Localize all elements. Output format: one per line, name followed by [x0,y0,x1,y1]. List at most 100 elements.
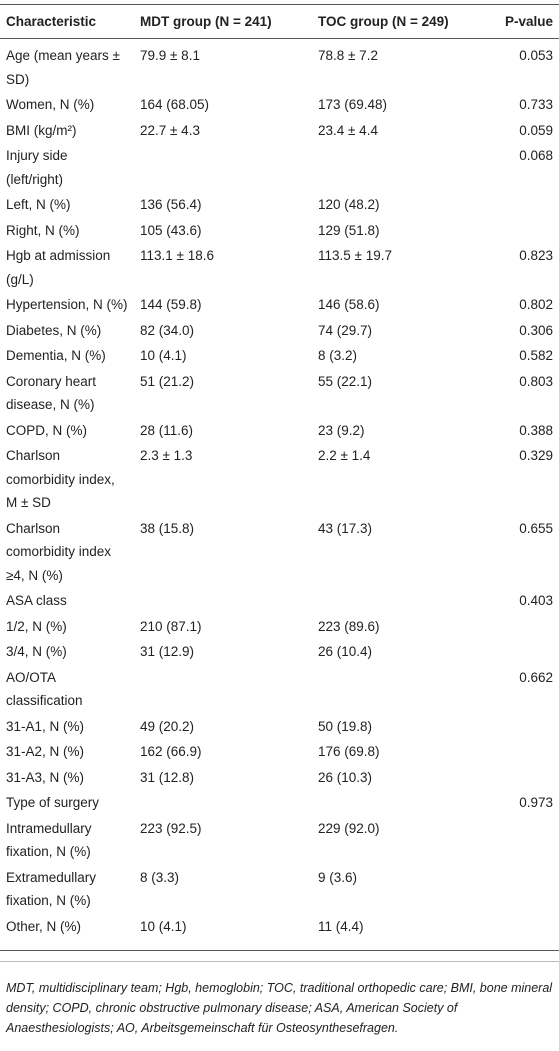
table-row: Hgb at admission (g/L) 113.1 ± 18.6 113.5 … [0,243,559,292]
table-row: 31-A3, N (%) 31 (12.8) 26 (10.3) [0,765,559,791]
table-cell [490,865,559,914]
table-row: Charlson comorbidity index ≥4, N (%) 38 (… [0,516,559,589]
table-row: Intramedullary fixation, N (%) 223 (92.5)… [0,816,559,865]
table-cell: 31-A3, N (%) [6,769,85,785]
table-cell: Diabetes, N (%) [6,322,102,338]
header-cell: Characteristic [0,4,134,39]
footnote: MDT, multidisciplinary team; Hgb, hemogl… [0,961,559,1038]
table-row: 31-A2, N (%) 162 (66.9) 176 (69.8) [0,739,559,765]
data-table: Characteristic MDT group (N = 241) TOC gro… [0,4,559,951]
table-cell: 31 (12.9) [140,644,195,659]
table-cell: 49 (20.2) [140,718,195,734]
table-cell [312,665,490,714]
table-row: 31-A1, N (%) 49 (20.2) 50 (19.8) [0,714,559,740]
table-cell: Type of surgery [6,795,100,810]
table-cell [490,816,559,865]
table-cell: Right, N (%) [6,222,80,238]
table-cell: 146 (58.6) [318,297,380,312]
table-cell [134,665,312,714]
table-row: Type of surgery 0.973 [0,790,559,816]
table-cell: COPD, N (%) [6,422,87,438]
table-cell: 1/2, N (%) [6,618,67,634]
table-cell [490,913,559,951]
table-cell: 31-A2, N (%) [6,744,85,759]
table-cell: 0.973 [519,795,553,810]
table-cell: 0.306 [519,322,553,338]
table-cell: 0.388 [519,422,553,438]
table-cell: 0.053 [519,48,553,63]
table-body: Age (mean years ± SD) 79.9 ± 8.1 78.8 ± 7.… [0,39,559,951]
table-cell: 50 (19.8) [318,718,373,734]
table-cell: 0.802 [519,297,553,312]
table-cell: 79.9 ± 8.1 [140,48,200,63]
header-cell: MDT group (N = 241) [134,4,312,39]
table-cell [134,143,312,192]
table-row: Extramedullary fixation, N (%) 8 (3.3) 9 (… [0,865,559,914]
table-cell [134,790,312,816]
table-row: Diabetes, N (%) 82 (34.0) 74 (29.7) 0.306 [0,318,559,344]
table-cell: 0.059 [519,122,553,138]
table-cell: 0.329 [519,448,553,463]
table-cell: 8 (3.3) [140,869,180,885]
table-cell: Left, N (%) [6,197,71,212]
table-row: BMI (kg/m²) 22.7 ± 4.3 23.4 ± 4.4 0.059 [0,118,559,144]
table-cell: Other, N (%) [0,913,134,951]
table-row: 1/2, N (%) 210 (87.1) 223 (89.6) [0,614,559,640]
table-cell: 0.582 [519,348,553,363]
table-cell: ASA class [6,593,67,608]
table-cell [490,639,559,665]
table-cell: Charlson comorbidity index ≥4, N (%) [6,520,112,583]
table-cell: Age (mean years ± SD) [6,48,120,87]
table-cell: 23 (9.2) [318,422,365,438]
table-cell: Coronary heart disease, N (%) [6,373,97,413]
table-cell [490,218,559,244]
table-cell: 22.7 ± 4.3 [140,122,200,138]
table-cell: BMI (kg/m²) [6,122,77,138]
table-row: Injury side (left/right) 0.068 [0,143,559,192]
table-cell [134,588,312,614]
table-cell: 173 (69.48) [318,97,388,112]
table-row: Age (mean years ± SD) 79.9 ± 8.1 78.8 ± 7.… [0,39,559,93]
table-cell: 0.733 [519,97,553,112]
table-cell: 176 (69.8) [318,744,380,759]
table-cell: 78.8 ± 7.2 [318,48,378,63]
table-row: Left, N (%) 136 (56.4) 120 (48.2) [0,192,559,218]
table-row: Right, N (%) 105 (43.6) 129 (51.8) [0,218,559,244]
table-cell: Extramedullary fixation, N (%) [6,869,97,909]
table-cell: 0.803 [519,373,553,389]
table-cell: 10 (4.1) [140,348,187,363]
table-cell: 105 (43.6) [140,222,202,238]
table-cell: 11 (4.4) [312,913,490,951]
table-cell: 136 (56.4) [140,197,202,212]
table-cell: 3/4, N (%) [6,644,67,659]
table-cell: 51 (21.2) [140,373,195,389]
table-row: Dementia, N (%) 10 (4.1) 8 (3.2) 0.582 [0,343,559,369]
table-cell [312,588,490,614]
table-cell: 74 (29.7) [318,322,373,338]
table-cell [490,739,559,765]
table-cell: Hypertension, N (%) [6,297,128,312]
table-cell: 0.068 [519,148,553,163]
table-cell: 28 (11.6) [140,422,194,438]
table-row: Other, N (%) 10 (4.1) 11 (4.4) [0,913,559,951]
table-cell: 113.1 ± 18.6 [140,248,214,263]
table-row: Charlson comorbidity index, M ± SD 2.3 ± … [0,443,559,516]
table-row: Women, N (%) 164 (68.05) 173 (69.48) 0.733 [0,92,559,118]
table-row: Hypertension, N (%) 144 (59.8) 146 (58.6) 0… [0,292,559,318]
table-cell: 82 (34.0) [140,322,195,338]
table-cell: 162 (66.9) [140,744,202,759]
table-cell: 0.662 [519,669,553,685]
header-row: Characteristic MDT group (N = 241) TOC gro… [0,4,559,39]
table-cell: 129 (51.8) [318,222,380,238]
table-row: Coronary heart disease, N (%) 51 (21.2) 55… [0,369,559,418]
table-cell: 10 (4.1) [134,913,312,951]
table-cell: 223 (92.5) [140,820,202,836]
header-cell: P-value [490,4,559,39]
table-cell: 26 (10.4) [318,644,373,659]
table-cell: Hgb at admission (g/L) [6,248,111,287]
table-cell: 31 (12.8) [140,769,195,785]
table-cell [490,614,559,640]
table-cell: 55 (22.1) [318,373,373,389]
table-cell: 164 (68.05) [140,97,210,112]
table-cell: AO/OTA classification [6,669,83,709]
